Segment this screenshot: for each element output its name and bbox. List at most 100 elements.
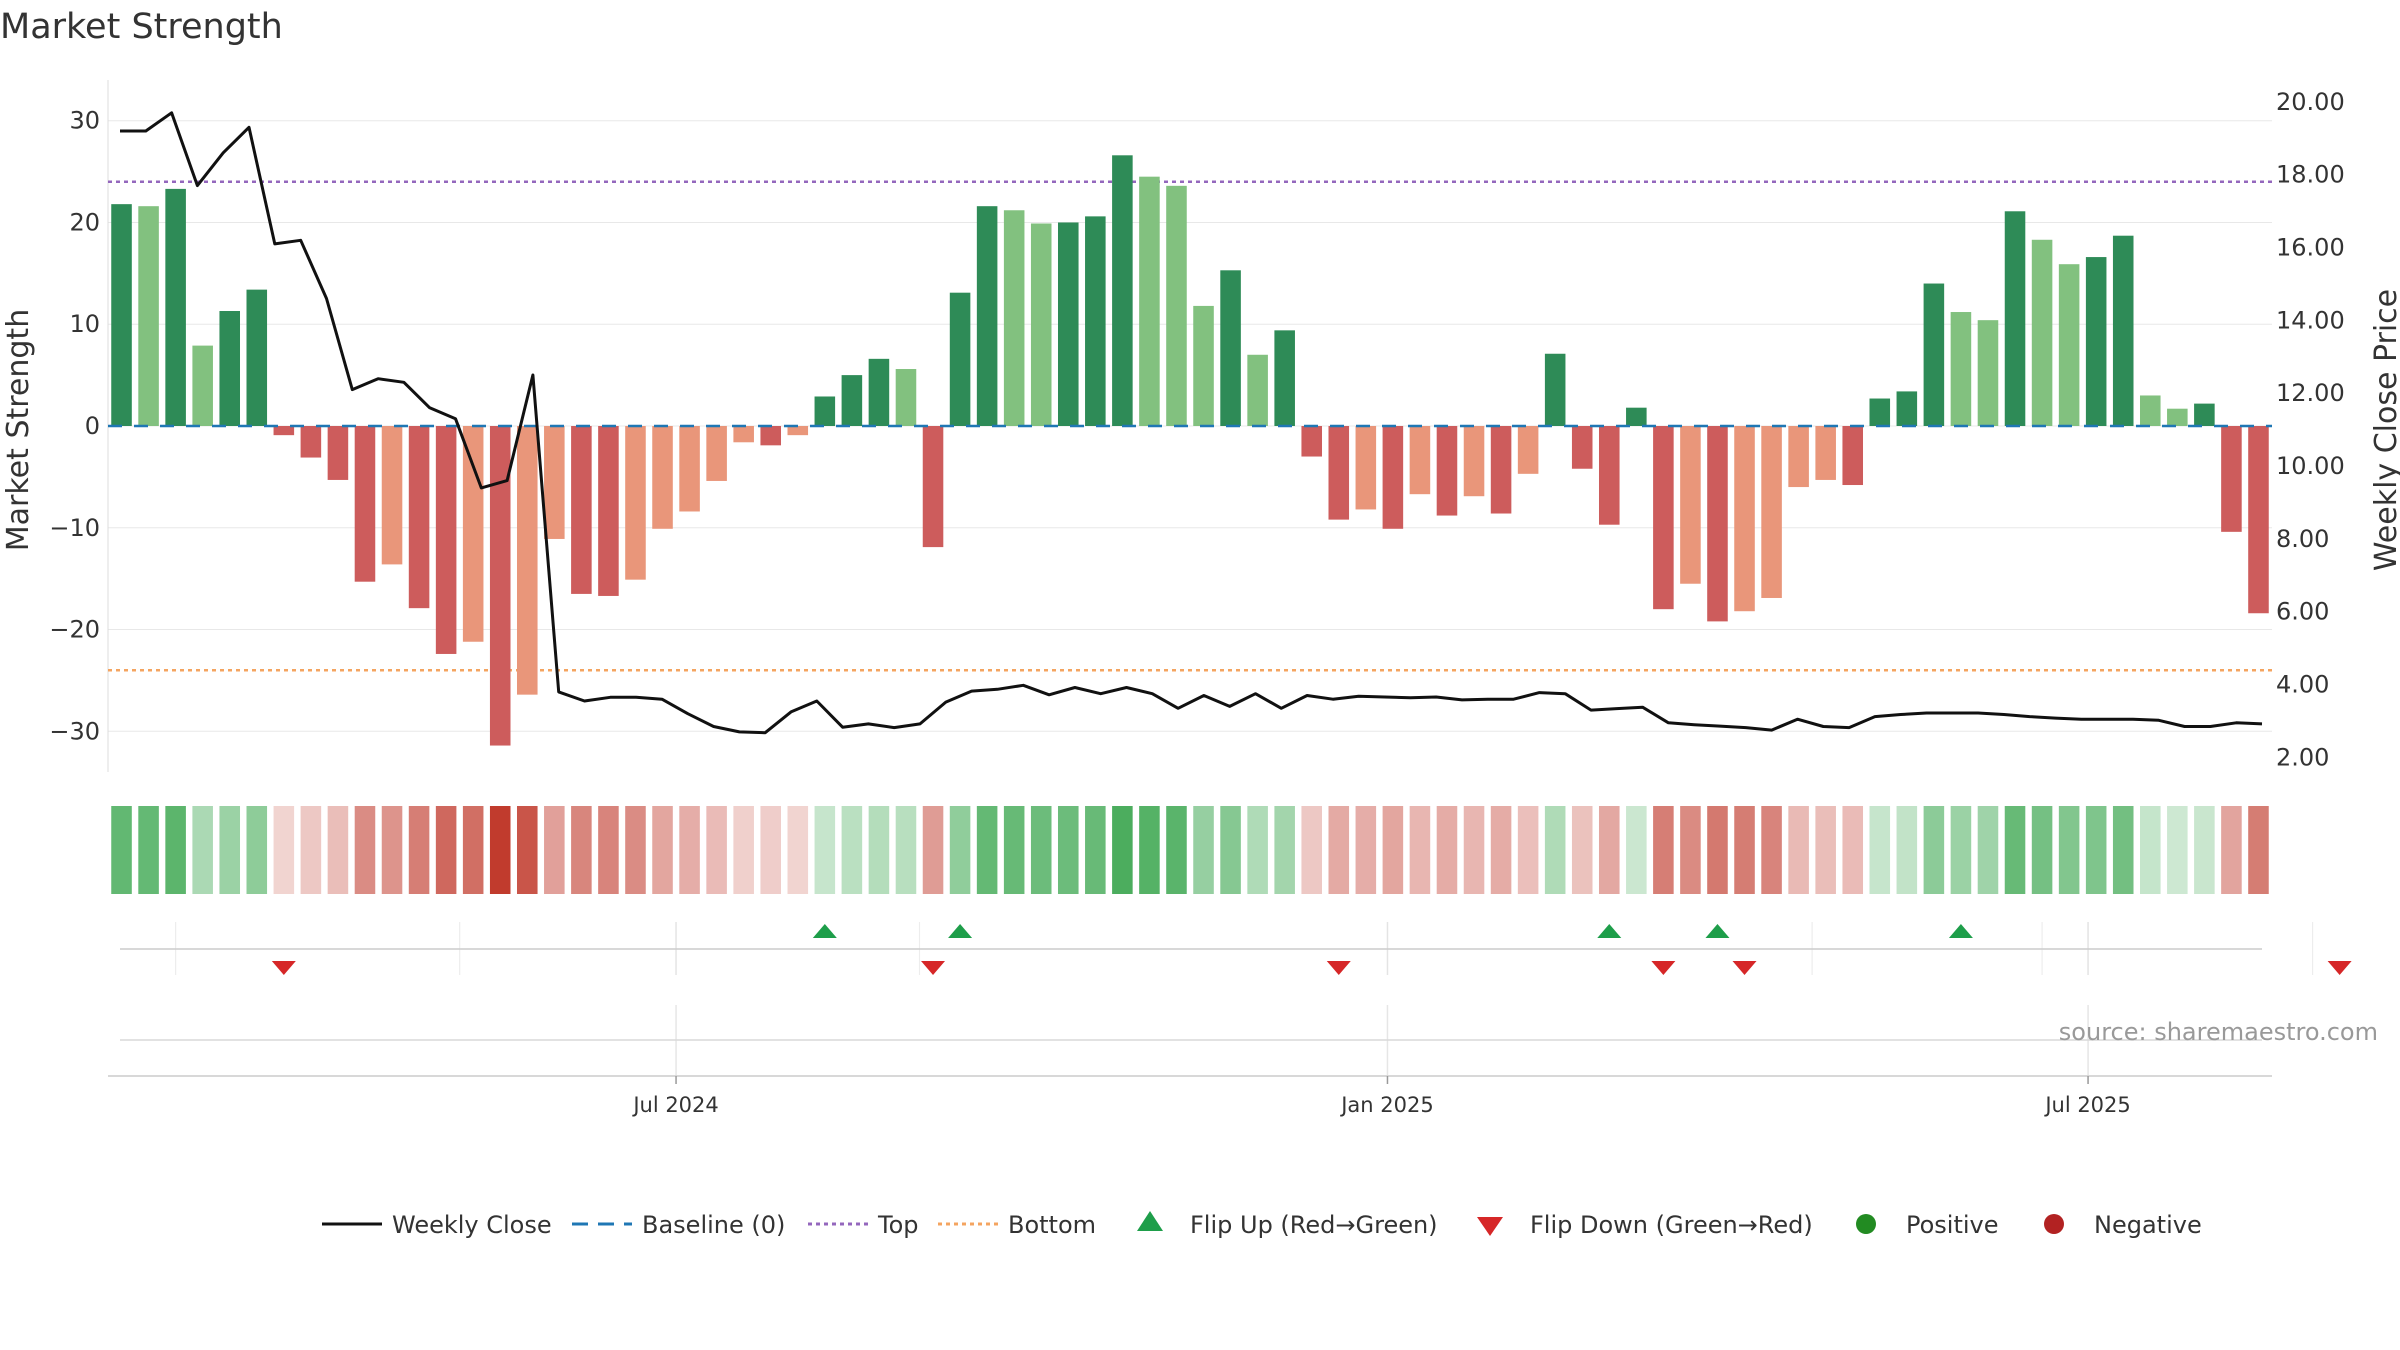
heat-cell: [327, 806, 349, 894]
heat-cell: [1950, 806, 1972, 894]
strength-bar: [571, 426, 592, 594]
y2-tick-label: 12.00: [2276, 379, 2345, 407]
heat-cell: [1788, 806, 1809, 894]
x-tick-label: Jan 2025: [1339, 1093, 1434, 1117]
strength-bar: [976, 206, 998, 426]
strength-bar: [1869, 398, 1891, 426]
heat-cell: [1409, 806, 1431, 894]
heat-cell: [1301, 806, 1323, 894]
strength-bar: [2248, 426, 2269, 614]
strength-bar: [165, 188, 186, 426]
strength-bar: [2167, 408, 2188, 426]
flip-down-marker: [2327, 961, 2352, 975]
strength-bar: [1896, 391, 1918, 426]
heat-cell: [1896, 806, 1918, 894]
strength-bar: [408, 426, 430, 609]
strength-bar: [1490, 426, 1512, 514]
strength-bar: [2112, 235, 2134, 426]
heat-cell: [2004, 806, 2026, 894]
strength-bar: [1571, 426, 1593, 469]
strength-bar: [1085, 216, 1106, 426]
strength-bar: [1301, 426, 1323, 457]
y-tick-label: −30: [49, 717, 100, 745]
heat-cell: [1653, 806, 1674, 894]
heat-cell: [1734, 806, 1755, 894]
strength-bar: [219, 311, 241, 426]
strength-bar: [1680, 426, 1701, 584]
heat-cell: [2139, 806, 2161, 894]
heat-cell: [1707, 806, 1728, 894]
heat-cell: [814, 806, 836, 894]
legend-label: Flip Down (Green→Red): [1530, 1211, 1813, 1239]
legend-item: Flip Down (Green→Red): [1477, 1211, 1813, 1239]
heat-cell: [1869, 806, 1891, 894]
strength-bar: [489, 426, 511, 746]
legend-swatch-flip-up: [1137, 1211, 1163, 1231]
legend-label: Positive: [1906, 1211, 1999, 1239]
flip-down-marker: [271, 961, 296, 975]
strength-bar: [138, 206, 159, 426]
heat-cell: [1057, 806, 1079, 894]
reference-lines: [108, 180, 2272, 672]
heat-cell: [679, 806, 700, 894]
flip-markers-panel: [120, 922, 2352, 975]
strength-bar: [1815, 426, 1836, 480]
strength-bar: [679, 426, 700, 512]
heat-cell: [1355, 806, 1377, 894]
strength-bar: [2194, 403, 2215, 426]
flip-up-marker: [1948, 924, 1973, 938]
heat-cell: [1193, 806, 1214, 894]
heat-cell: [408, 806, 430, 894]
heat-cell: [2248, 806, 2269, 894]
chart-title: Market Strength: [0, 7, 283, 47]
x-tick-label: Jul 2025: [2043, 1093, 2130, 1117]
heat-cell: [1626, 806, 1647, 894]
strength-bar: [1139, 176, 1160, 426]
strength-bar: [2058, 264, 2080, 426]
strength-bar: [1220, 270, 1241, 426]
legend-label: Negative: [2094, 1211, 2202, 1239]
strength-bar: [1950, 312, 1972, 426]
y2-tick-label: 6.00: [2276, 598, 2329, 626]
strength-bar: [192, 345, 213, 426]
right-axis: 20.00 18.00 16.00 14.00 12.00 10.00 8.00 6.00 4.…: [2276, 88, 2345, 772]
strength-bars: [108, 155, 2272, 746]
heat-cell: [1761, 806, 1782, 894]
heat-cell: [571, 806, 592, 894]
strength-bar: [1517, 426, 1539, 474]
heat-cell: [489, 806, 511, 894]
heat-cell: [706, 806, 727, 894]
strength-bar: [1247, 354, 1268, 426]
strength-bar: [381, 426, 403, 565]
heat-cell: [273, 806, 295, 894]
y-tick-label: −10: [49, 514, 100, 542]
strength-bar: [516, 426, 538, 695]
heat-cell: [1382, 806, 1404, 894]
strength-bar: [1626, 407, 1647, 426]
strength-bar: [814, 396, 836, 426]
heat-cell: [192, 806, 213, 894]
heat-cell: [1085, 806, 1106, 894]
flip-down-marker: [921, 961, 946, 975]
heat-cell: [462, 806, 484, 894]
strength-bar: [868, 358, 890, 426]
strength-bar: [598, 426, 619, 596]
strength-bar: [2031, 239, 2053, 426]
heat-cell: [516, 806, 538, 894]
weekly-close-series: [120, 111, 2263, 735]
strength-bar: [2085, 257, 2107, 426]
heat-cell: [2058, 806, 2080, 894]
heat-cell: [949, 806, 971, 894]
y2-tick-label: 8.00: [2276, 525, 2329, 553]
y2-tick-label: 10.00: [2276, 452, 2345, 480]
strength-bar: [1463, 426, 1485, 497]
strength-bar: [706, 426, 727, 481]
heat-cell: [381, 806, 403, 894]
strength-bar: [1166, 185, 1187, 426]
strength-bar: [760, 426, 782, 446]
heat-cell: [760, 806, 782, 894]
flip-up-marker: [1597, 924, 1622, 938]
strength-bar: [327, 426, 349, 480]
strength-bar: [1977, 320, 1999, 426]
